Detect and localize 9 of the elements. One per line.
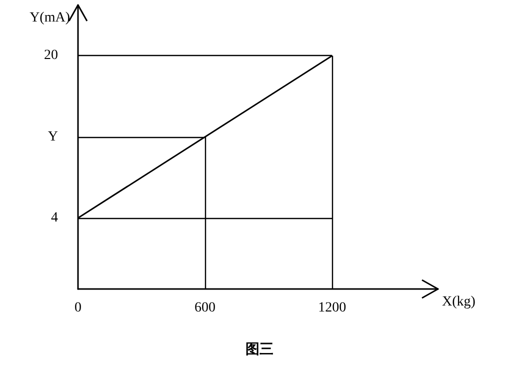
x-tick-label: 600: [194, 300, 216, 316]
y-tick-label: 20: [44, 48, 58, 64]
y-tick-label: Y: [48, 129, 58, 144]
x-axis-title: X(kg): [442, 294, 476, 310]
x-tick-label: 0: [74, 300, 82, 316]
y-axis-title: Y(mA): [30, 10, 70, 26]
text: 图三: [246, 342, 274, 358]
x-tick-label: 1200: [318, 300, 346, 316]
y-tick-label: 4: [51, 210, 58, 226]
